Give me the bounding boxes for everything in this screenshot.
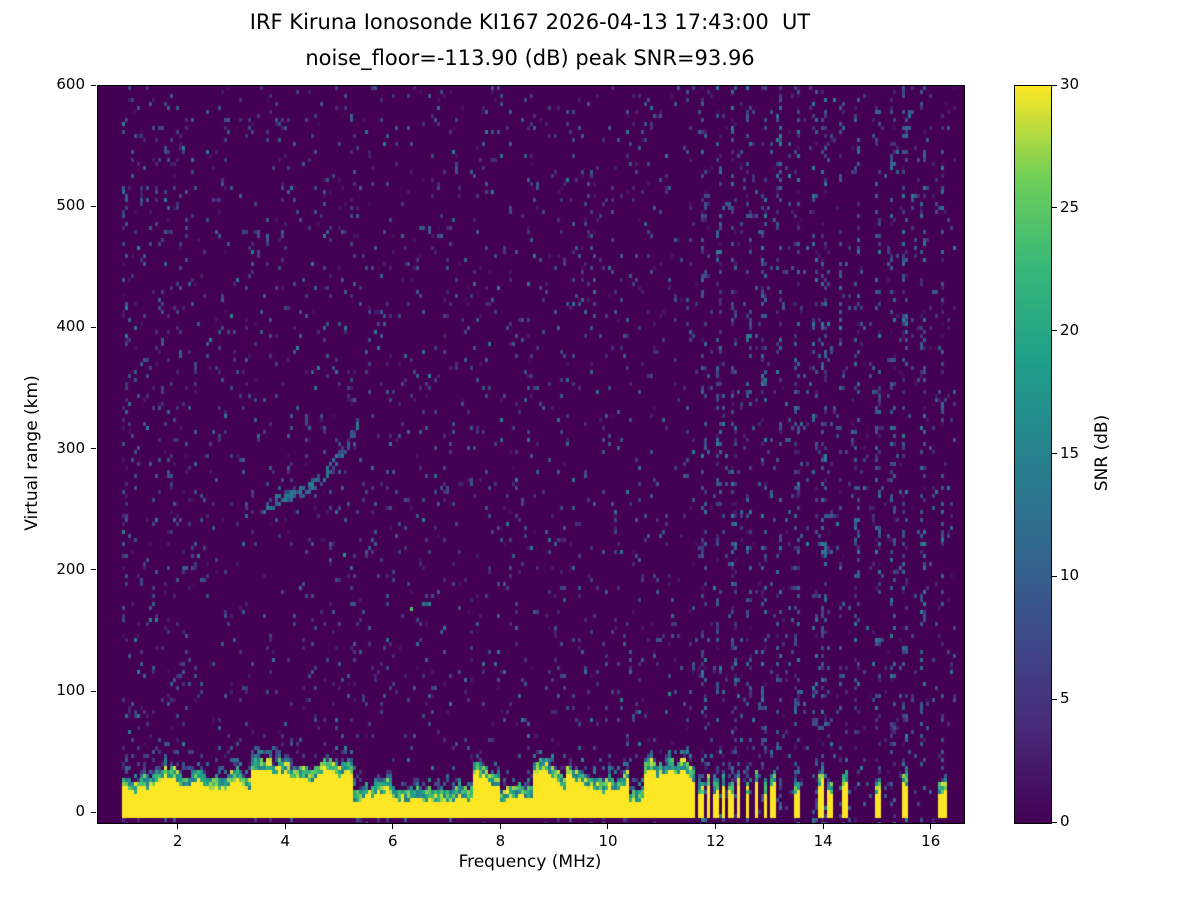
x-tick-mark <box>930 824 932 829</box>
colorbar-tick-label: 10 <box>1060 566 1080 585</box>
colorbar-tick-label: 0 <box>1060 812 1070 830</box>
x-tick-label: 8 <box>495 832 506 850</box>
y-tick-mark <box>91 84 96 86</box>
colorbar <box>1014 85 1052 824</box>
y-tick-mark <box>91 326 96 328</box>
x-tick-label: 4 <box>280 832 291 850</box>
colorbar-tick-label: 30 <box>1060 75 1080 93</box>
x-tick-label: 10 <box>598 832 618 850</box>
x-tick-mark <box>177 824 179 829</box>
colorbar-tick-mark <box>1052 207 1057 209</box>
y-tick-mark <box>91 690 96 692</box>
y-tick-label: 500 <box>56 196 85 215</box>
colorbar-tick-label: 15 <box>1060 443 1080 462</box>
y-tick-mark <box>91 811 96 813</box>
x-tick-mark <box>499 824 501 829</box>
x-tick-mark <box>822 824 824 829</box>
y-tick-label: 100 <box>56 681 85 700</box>
y-tick-label: 400 <box>56 317 85 336</box>
x-tick-label: 14 <box>813 832 833 850</box>
colorbar-tick-label: 5 <box>1060 689 1070 708</box>
x-tick-mark <box>607 824 609 829</box>
x-tick-label: 2 <box>172 832 183 850</box>
x-tick-label: 6 <box>388 832 398 850</box>
ionogram-canvas <box>98 86 964 823</box>
y-tick-mark <box>91 205 96 207</box>
colorbar-tick-mark <box>1052 821 1057 823</box>
x-tick-mark <box>284 824 286 829</box>
colorbar-tick-mark <box>1052 698 1057 700</box>
plot-area <box>97 85 965 824</box>
x-tick-label: 12 <box>706 832 726 850</box>
colorbar-tick-mark <box>1052 330 1057 332</box>
x-tick-mark <box>392 824 394 829</box>
colorbar-tick-mark <box>1052 575 1057 577</box>
colorbar-tick-mark <box>1052 453 1057 454</box>
y-tick-mark <box>91 448 96 450</box>
y-tick-label: 300 <box>56 438 85 457</box>
x-axis-label: Frequency (MHz) <box>458 852 602 872</box>
x-tick-label: 16 <box>921 832 941 850</box>
y-tick-mark <box>91 569 96 571</box>
chart-title: IRF Kiruna Ionosonde KI167 2026-04-13 17… <box>249 10 811 34</box>
y-tick-label: 0 <box>75 802 85 821</box>
chart-subtitle: noise_floor=-113.90 (dB) peak SNR=93.96 <box>305 46 755 70</box>
colorbar-tick-mark <box>1052 84 1057 86</box>
x-tick-mark <box>715 824 717 829</box>
y-tick-label: 200 <box>56 559 85 578</box>
colorbar-tick-label: 20 <box>1060 320 1080 339</box>
y-tick-label: 600 <box>56 75 85 93</box>
colorbar-tick-label: 25 <box>1060 197 1080 216</box>
